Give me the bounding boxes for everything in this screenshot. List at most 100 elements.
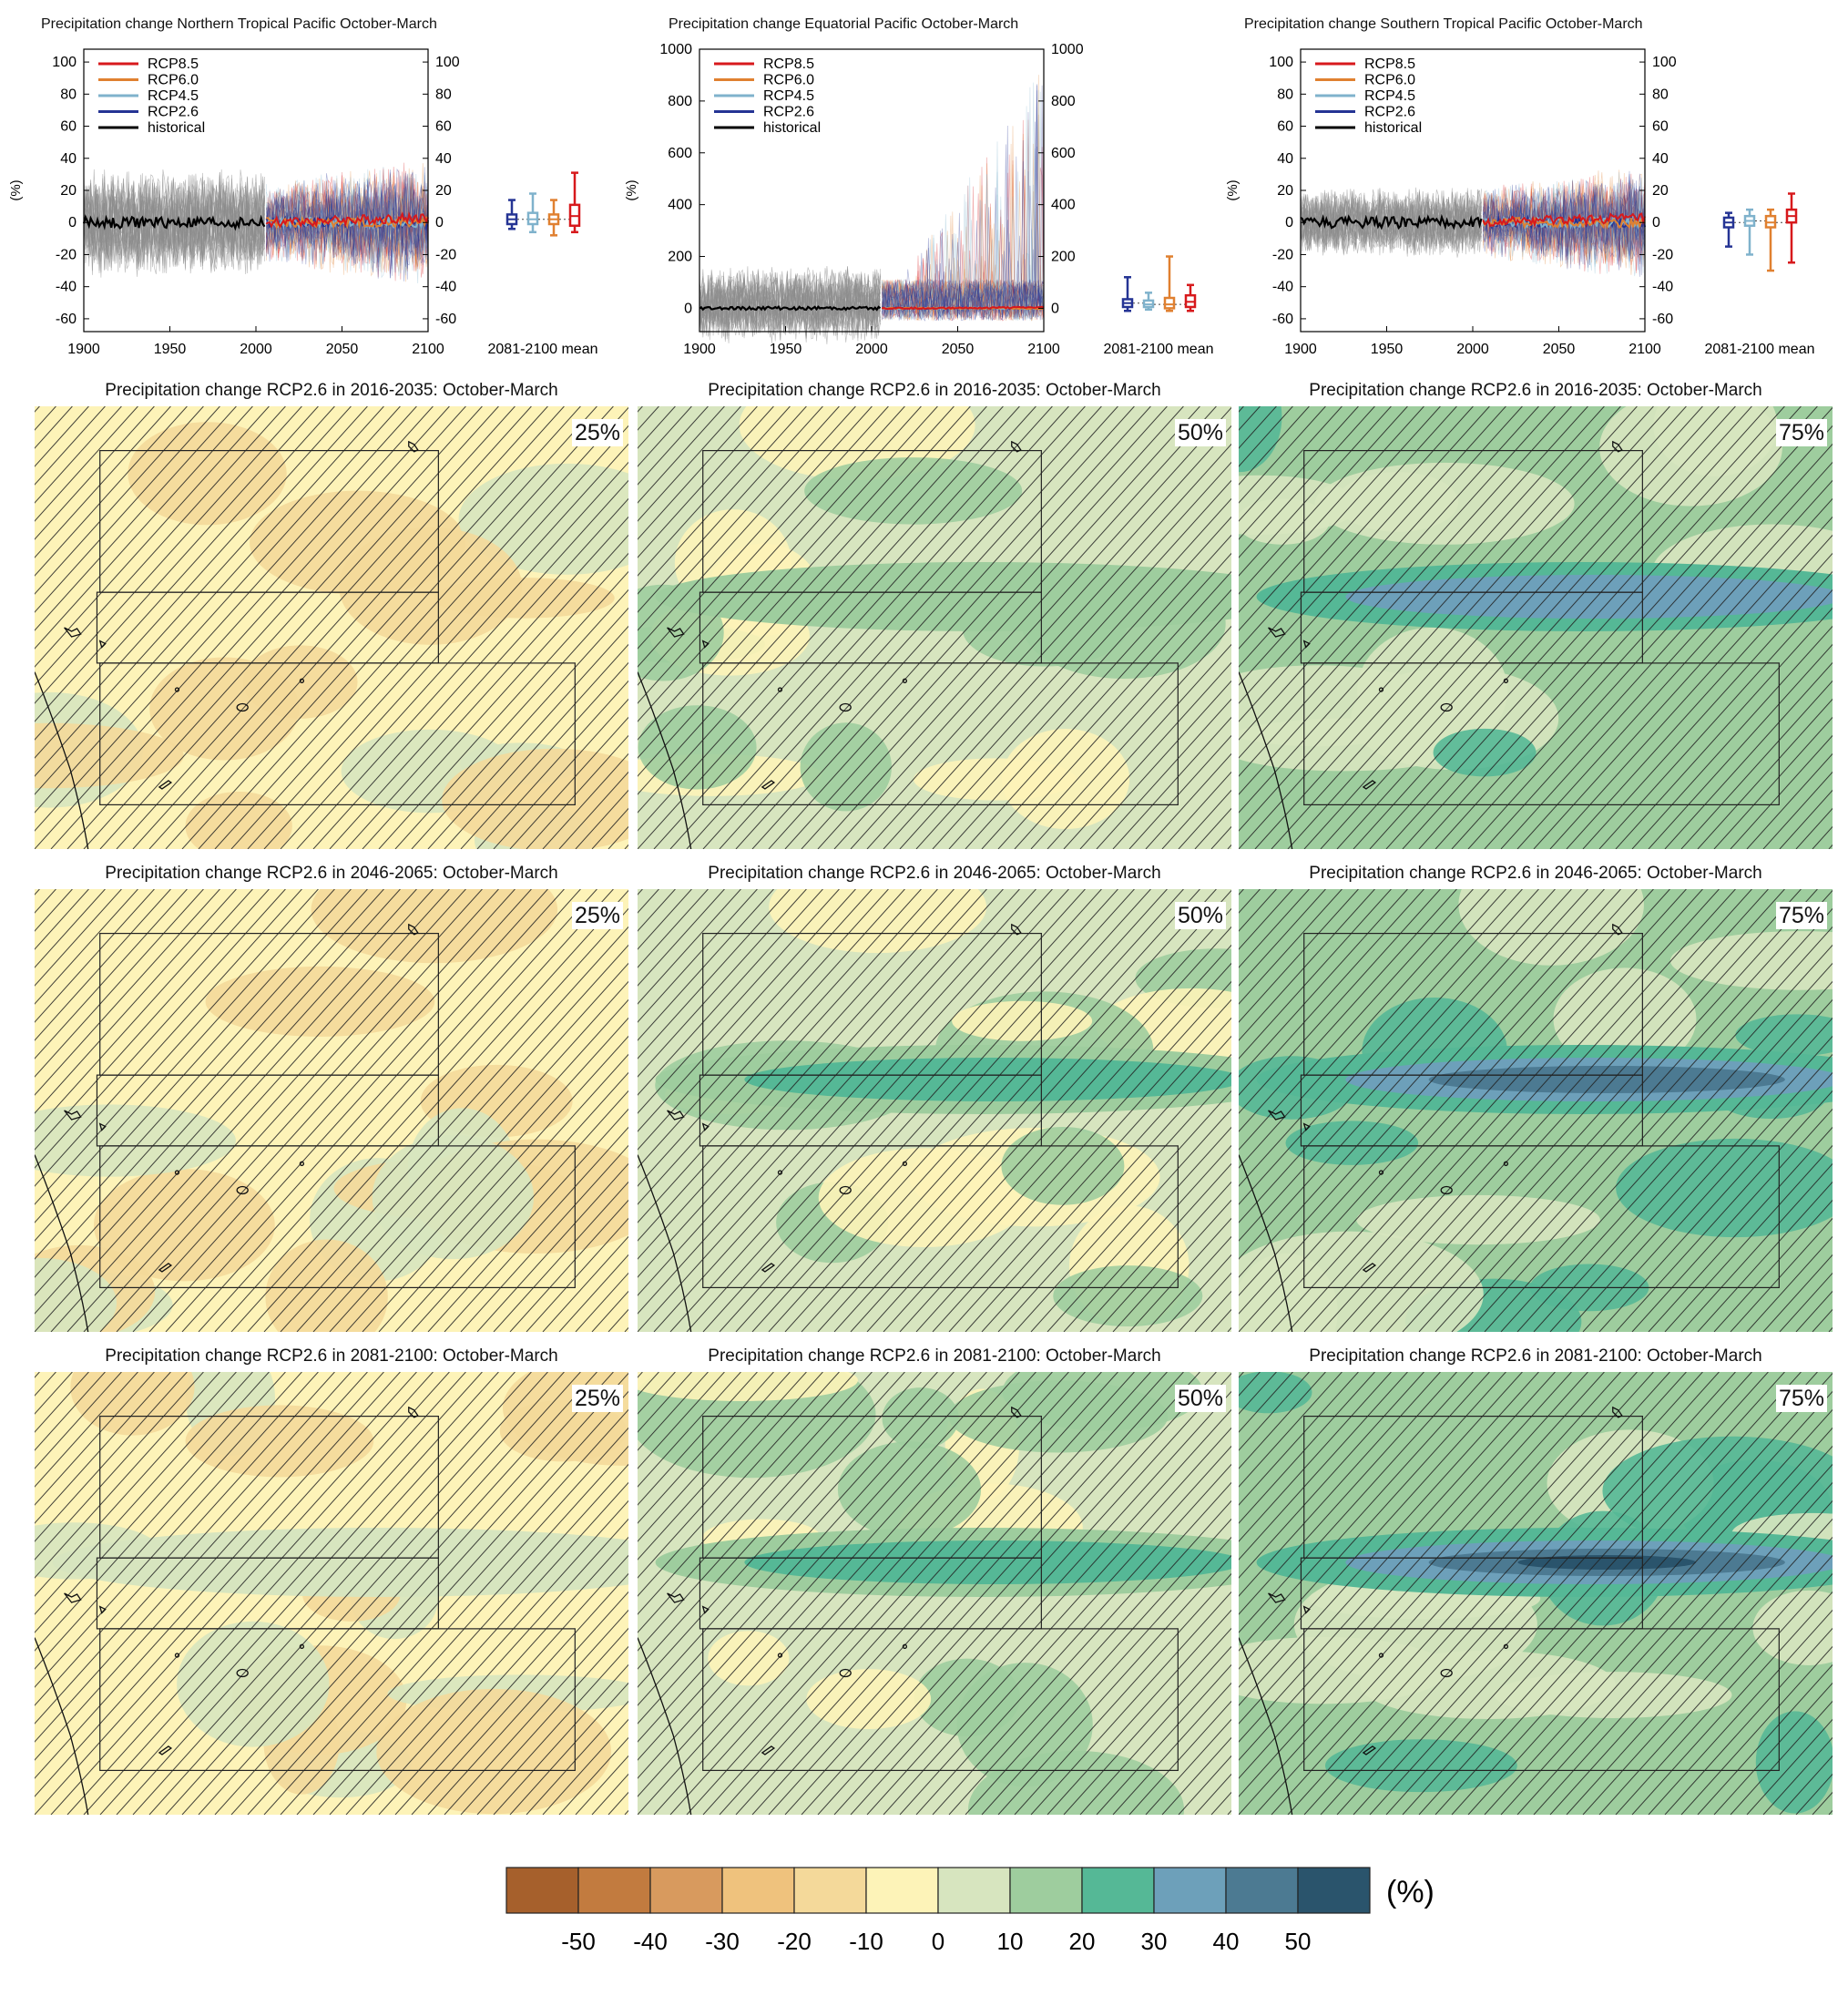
plot-area (1300, 169, 1646, 277)
x-tick-label: 2050 (942, 342, 975, 357)
y-tick-label-left: 0 (684, 301, 692, 316)
x-tick-label: 1950 (770, 342, 802, 357)
rcp60-member-line (1482, 169, 1646, 266)
rcp45-member-line (1482, 184, 1646, 266)
map-contour-region (744, 1057, 1231, 1101)
boxplot-RCP2.6 (1121, 276, 1143, 312)
rcp85-member-line (265, 175, 429, 273)
y-tick-label-left: 80 (60, 87, 77, 102)
rcp85-member-line (881, 203, 1045, 321)
boxplot-RCP8.5 (1785, 192, 1798, 264)
rcp45-member-line (1482, 183, 1646, 264)
rcp45-member-line (265, 166, 429, 273)
rcp26-member-line (265, 178, 429, 280)
y-tick-label-left: 100 (1269, 55, 1293, 70)
rcp85-member-line (881, 262, 1045, 321)
colorbar-tick-label: -50 (561, 1928, 596, 1955)
map-contour-region (372, 1135, 535, 1260)
x-tick-label: 2050 (1543, 342, 1576, 357)
region-boxes (699, 449, 1179, 806)
rcp85-mean-line (1482, 212, 1646, 230)
map-contour-region (128, 422, 287, 526)
map-contour-region (744, 1540, 1231, 1584)
y-tick-label-right: -40 (1652, 280, 1673, 295)
y-tick-label-left: -40 (56, 280, 77, 295)
boxplot-RCP8.5 (568, 171, 581, 234)
map-contour-region (205, 966, 435, 1037)
map-contour-region (708, 1631, 790, 1686)
rcp26-member-line (1482, 179, 1646, 265)
ts-title-north: Precipitation change Northern Tropical P… (41, 16, 437, 32)
colorbar: -50 -40 -30 -20 -10 0 10 20 30 40 50 (%) (505, 1867, 1434, 1955)
y-tick-label-left: -40 (1272, 280, 1293, 295)
y-tick-label-left: 400 (668, 198, 692, 213)
significance-hatching (1239, 406, 1833, 849)
map-panel: 75% (1239, 1372, 1833, 1815)
y-tick-label-right: 0 (435, 215, 444, 230)
map-contour-region (1239, 1372, 1312, 1414)
x-tick-label: 2100 (1027, 342, 1060, 357)
historical-member-line (83, 176, 265, 276)
rcp45-member-line (1482, 179, 1646, 265)
significance-hatching (638, 1372, 1231, 1815)
rcp26-member-line (881, 85, 1045, 322)
rcp45-member-line (265, 172, 429, 268)
map-contour-region (1359, 1650, 1616, 1719)
map-title: Precipitation change RCP2.6 in 2081-2100… (105, 1346, 558, 1366)
rcp26-member-line (881, 161, 1045, 321)
map-contour-region (818, 1148, 1029, 1248)
rcp45-member-line (1482, 182, 1646, 267)
y-tick-label-left: 40 (60, 151, 77, 167)
map-title: Precipitation change RCP2.6 in 2016-2035… (708, 381, 1161, 400)
percentile-label: 25% (571, 902, 623, 929)
rcp85-member-line (1482, 177, 1646, 266)
y-tick-label-left: 200 (668, 250, 692, 265)
map-title: Precipitation change RCP2.6 in 2081-2100… (708, 1346, 1161, 1366)
colorbar-tick-label: 0 (932, 1928, 944, 1955)
map-contour-region (149, 657, 300, 761)
rcp45-member-line (881, 74, 1045, 321)
colorbar-tick-label: -30 (705, 1928, 740, 1955)
rcp60-member-line (1482, 176, 1646, 268)
map-contour-region (376, 1688, 612, 1815)
significance-hatching (1239, 889, 1833, 1332)
rcp45-member-line (1482, 182, 1646, 260)
y-tick-label-right: -20 (435, 247, 456, 262)
y-tick-label-right: 0 (1051, 301, 1059, 316)
y-tick-label-right: 0 (1652, 215, 1660, 230)
map-contour-region (1669, 931, 1833, 990)
x-tick-label: 2100 (1628, 342, 1661, 357)
rcp85-member-line (881, 157, 1045, 322)
map-plot (638, 406, 1231, 849)
rcp85-mean-line (265, 210, 429, 229)
map-panel: 50% (638, 1372, 1231, 1815)
rcp85-member-line (265, 168, 429, 264)
map-plot (1239, 889, 1833, 1332)
map-contour-region (35, 722, 184, 789)
rcp60-member-line (266, 170, 429, 271)
map-panel: 25% (35, 889, 628, 1332)
legend-label: RCP4.5 (1364, 88, 1415, 104)
significance-hatching (638, 889, 1231, 1332)
map-title: Precipitation change RCP2.6 in 2046-2065… (708, 864, 1161, 883)
legend-label: RCP2.6 (1364, 105, 1415, 120)
legend-label: historical (763, 120, 821, 136)
rcp26-member-line (265, 167, 429, 281)
colorbar-tick-label: 10 (997, 1928, 1024, 1955)
colorbar-bin (793, 1867, 867, 1914)
percentile-label: 25% (571, 419, 623, 446)
y-tick-label-left: 20 (1277, 183, 1293, 199)
coastlines (35, 1406, 419, 1815)
legend-label: RCP8.5 (1364, 56, 1415, 72)
rcp85-member-line (1483, 178, 1646, 272)
colorbar-bin (1297, 1867, 1371, 1914)
map-contour-region (837, 1441, 982, 1538)
colorbar-tick-label: 30 (1141, 1928, 1168, 1955)
x-tick-label: 2100 (412, 342, 444, 357)
ts-title-equatorial: Precipitation change Equatorial Pacific … (669, 16, 1019, 32)
rcp26-member-line (1482, 170, 1646, 269)
rcp45-member-line (265, 173, 429, 273)
map-panel: 50% (638, 406, 1231, 849)
rcp45-member-line (265, 169, 429, 264)
rcp60-member-line (1482, 184, 1646, 264)
